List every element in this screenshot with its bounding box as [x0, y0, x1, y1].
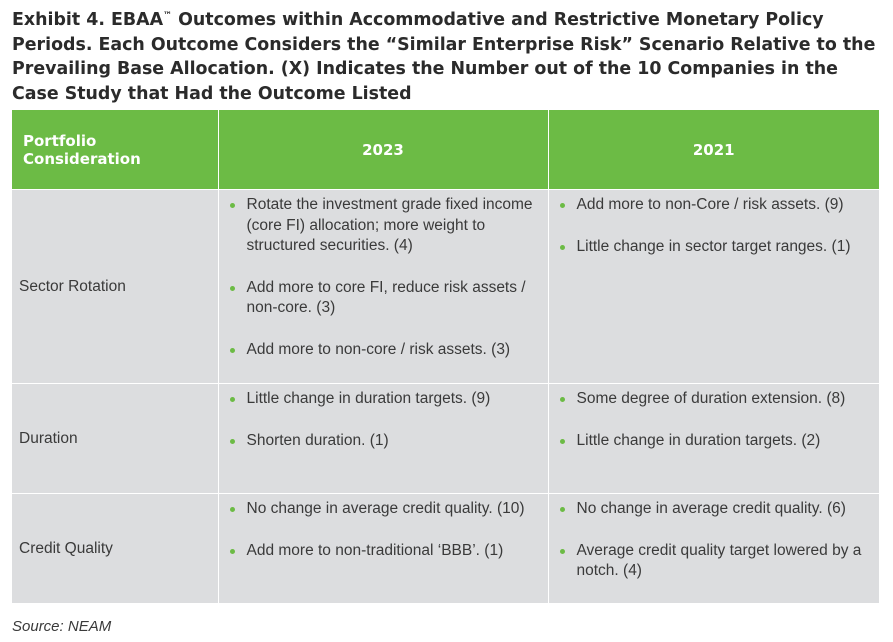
trademark-symbol: ™	[163, 11, 173, 21]
list-item: Add more to non-Core / risk assets. (9)	[559, 195, 874, 216]
bullet-list: Little change in duration targets. (9) S…	[219, 384, 548, 451]
bullet-dot-icon	[229, 438, 235, 444]
bullet-dot-icon	[559, 438, 565, 444]
bullet-dot-icon	[559, 203, 565, 208]
list-item-text: Add more to non-traditional ‘BBB’. (1)	[246, 541, 504, 559]
title-post: Outcomes within Accommodative and Restri…	[12, 10, 876, 104]
bullet-dot-icon	[559, 244, 565, 250]
bullet-dot-icon	[229, 507, 235, 512]
bullet-dot-icon	[229, 203, 235, 208]
list-item: Little change in duration targets. (2)	[559, 431, 874, 452]
bullet-list: No change in average credit quality. (10…	[219, 494, 548, 561]
bullet-dot-icon	[559, 397, 565, 402]
list-item-text: Add more to non-core / risk assets. (3)	[246, 340, 511, 358]
bullet-list: Rotate the investment grade fixed income…	[219, 190, 548, 360]
list-item-text: Some degree of duration extension. (8)	[576, 390, 846, 407]
list-item: Little change in sector target ranges. (…	[559, 237, 874, 258]
bullet-dot-icon	[559, 507, 565, 512]
row-label-sector-rotation: Sector Rotation	[12, 189, 219, 384]
bullet-list: Some degree of duration extension. (8) L…	[549, 384, 880, 451]
list-item: Add more to non-core / risk assets. (3)	[229, 340, 542, 361]
list-item: Rotate the investment grade fixed income…	[229, 195, 542, 257]
list-item: Add more to core FI, reduce risk assets …	[229, 278, 542, 319]
source-note: Source: NEAM	[12, 618, 112, 635]
outcomes-table: Portfolio Consideration 2023 2021 Sector…	[12, 110, 879, 603]
cell-credit-quality-2023: No change in average credit quality. (10…	[218, 493, 549, 603]
list-item-text: Add more to non-Core / risk assets. (9)	[576, 196, 844, 213]
title-pre: Exhibit 4. EBAA	[12, 10, 164, 30]
row-label-duration: Duration	[12, 383, 219, 494]
bullet-list: Add more to non-Core / risk assets. (9) …	[549, 190, 880, 257]
table-row-sector-rotation: Sector Rotation Rotate the investment gr…	[12, 189, 880, 384]
list-item: Little change in duration targets. (9)	[229, 389, 542, 410]
list-item-text: No change in average credit quality. (6)	[576, 500, 846, 517]
exhibit-title: Exhibit 4. EBAA™ Outcomes within Accommo…	[12, 4, 882, 106]
header-2023: 2023	[218, 110, 549, 190]
row-label-credit-quality: Credit Quality	[12, 493, 219, 603]
list-item-text: Little change in duration targets. (9)	[246, 390, 491, 407]
header-2021: 2021	[548, 110, 879, 190]
header-row: Portfolio Consideration 2023 2021	[12, 110, 879, 190]
cell-duration-2021: Some degree of duration extension. (8) L…	[548, 383, 880, 494]
list-item: Add more to non-traditional ‘BBB’. (1)	[229, 541, 542, 562]
table-row-duration: Duration Little change in duration targe…	[12, 383, 880, 494]
list-item-text: Add more to core FI, reduce risk assets …	[246, 278, 526, 317]
list-item-text: Shorten duration. (1)	[246, 431, 389, 449]
list-item: No change in average credit quality. (10…	[229, 499, 542, 520]
list-item-text: Average credit quality target lowered by…	[576, 541, 862, 580]
list-item: No change in average credit quality. (6)	[559, 499, 874, 520]
header-portfolio-consideration: Portfolio Consideration	[12, 110, 219, 190]
list-item: Shorten duration. (1)	[229, 431, 542, 452]
bullet-dot-icon	[559, 548, 565, 554]
table-row-credit-quality: Credit Quality No change in average cred…	[12, 493, 880, 603]
cell-sector-rotation-2021: Add more to non-Core / risk assets. (9) …	[548, 189, 880, 384]
list-item: Average credit quality target lowered by…	[559, 541, 874, 582]
list-item-text: Little change in duration targets. (2)	[576, 431, 821, 449]
bullet-dot-icon	[229, 548, 235, 554]
bullet-dot-icon	[229, 397, 235, 402]
list-item-text: Rotate the investment grade fixed income…	[246, 196, 533, 254]
list-item-text: Little change in sector target ranges. (…	[576, 237, 851, 255]
bullet-dot-icon	[229, 347, 235, 353]
bullet-dot-icon	[229, 285, 235, 291]
cell-duration-2023: Little change in duration targets. (9) S…	[218, 383, 549, 494]
cell-sector-rotation-2023: Rotate the investment grade fixed income…	[218, 189, 549, 384]
cell-credit-quality-2021: No change in average credit quality. (6)…	[548, 493, 880, 603]
list-item: Some degree of duration extension. (8)	[559, 389, 874, 410]
bullet-list: No change in average credit quality. (6)…	[549, 494, 880, 582]
list-item-text: No change in average credit quality. (10…	[246, 500, 525, 517]
